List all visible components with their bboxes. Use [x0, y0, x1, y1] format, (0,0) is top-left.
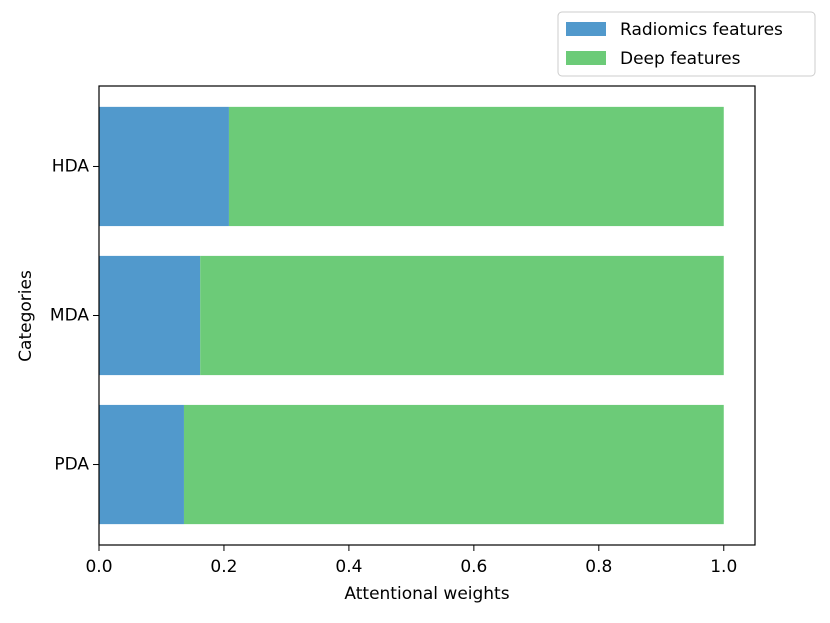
- bar: [200, 255, 724, 376]
- legend-box: [557, 11, 816, 77]
- y-tick-label: MDA: [50, 306, 89, 326]
- bar: [99, 255, 201, 376]
- x-tick-label: 1.0: [710, 557, 737, 577]
- x-tick-label: 0.2: [210, 557, 237, 577]
- legend-swatch: [566, 22, 606, 36]
- axes-frame: [98, 85, 756, 546]
- bar: [99, 404, 184, 525]
- x-tick-label: 0.8: [585, 557, 612, 577]
- x-axis-label: Attentional weights: [344, 584, 509, 604]
- y-tick-label: HDA: [52, 156, 90, 176]
- bar: [183, 404, 724, 525]
- bar: [99, 106, 229, 227]
- y-axis-label: Categories: [16, 270, 36, 362]
- x-tick-label: 0.6: [460, 557, 487, 577]
- bar: [228, 106, 724, 227]
- legend-label: Deep features: [620, 49, 741, 69]
- legend-swatch: [566, 51, 606, 65]
- x-tick-label: 0.4: [335, 557, 362, 577]
- x-tick-label: 0.0: [85, 557, 112, 577]
- y-tick-label: PDA: [54, 455, 89, 475]
- legend-label: Radiomics features: [620, 20, 783, 40]
